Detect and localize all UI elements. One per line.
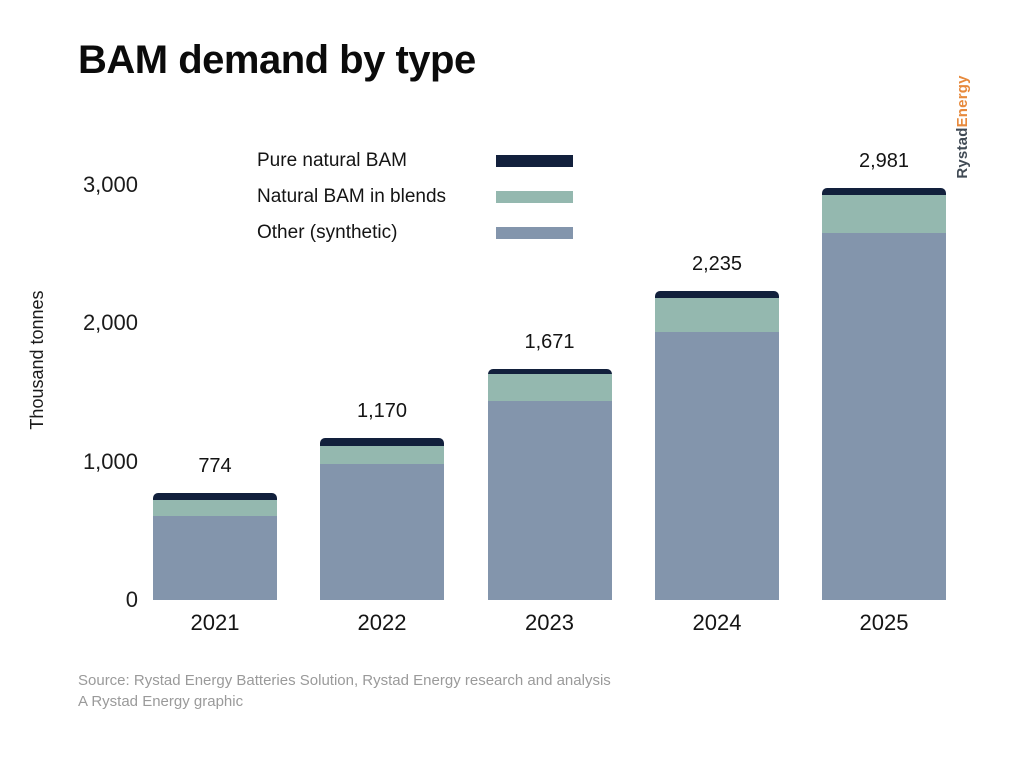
- y-axis-label: Thousand tonnes: [27, 290, 47, 430]
- bar-segment-natural-bam-in-blends: [655, 297, 779, 333]
- bar-segment-other-synthetic: [153, 515, 277, 600]
- bar-2024: [655, 290, 779, 600]
- bar-2022: [320, 438, 444, 600]
- bar-segment-other-synthetic: [822, 232, 946, 600]
- bar-2025: [822, 187, 946, 600]
- bar-total-label: 2,981: [858, 149, 910, 172]
- legend-item: Pure natural BAM: [257, 143, 573, 179]
- bar-total-label: 2,235: [691, 252, 743, 275]
- x-tick-label: 2021: [190, 610, 240, 635]
- y-tick-label: 1,000: [82, 448, 138, 474]
- y-tick-label: 3,000: [82, 172, 138, 197]
- legend-label: Natural BAM in blends: [257, 186, 447, 207]
- x-tick-label: 2024: [692, 610, 742, 635]
- logo-rystad-text: Rystad: [954, 127, 971, 179]
- bar-total-label: 774: [198, 454, 232, 477]
- bar-segment-other-synthetic: [655, 332, 779, 600]
- x-tick-label: 2022: [357, 610, 407, 635]
- bar-segment-natural-bam-in-blends: [822, 194, 946, 233]
- x-tick-label: 2025: [859, 610, 909, 635]
- bar-segment-pure-natural-bam: [487, 368, 612, 375]
- bar-segment-pure-natural-bam: [153, 492, 277, 500]
- bar-segment-other-synthetic: [487, 401, 612, 600]
- legend-swatch: [496, 227, 573, 239]
- bar-2021: [153, 492, 277, 600]
- bar-segment-natural-bam-in-blends: [320, 445, 444, 465]
- legend-swatch: [496, 155, 573, 167]
- bar-segment-natural-bam-in-blends: [487, 374, 612, 402]
- y-tick-label: 0: [125, 587, 138, 612]
- legend-item: Natural BAM in blends: [257, 179, 573, 215]
- bar-segment-pure-natural-bam: [822, 187, 946, 195]
- bar-segment-other-synthetic: [320, 464, 444, 600]
- logo-energy-text: Energy: [954, 75, 971, 128]
- bar-segment-pure-natural-bam: [320, 438, 444, 446]
- legend-swatch: [496, 191, 573, 203]
- rystad-energy-logo: RystadEnergy: [954, 71, 972, 183]
- credit-text: A Rystad Energy graphic: [78, 693, 244, 710]
- y-tick-label: 2,000: [82, 310, 138, 336]
- source-text: Source: Rystad Energy Batteries Solution…: [78, 672, 611, 689]
- x-tick-label: 2023: [525, 610, 574, 635]
- bar-segment-pure-natural-bam: [655, 290, 779, 298]
- bar-segment-natural-bam-in-blends: [153, 499, 277, 516]
- legend: Pure natural BAM Natural BAM in blends Oth…: [257, 143, 573, 251]
- chart-title: BAM demand by type: [78, 38, 476, 82]
- source-block: Source: Rystad Energy Batteries Solution…: [78, 670, 611, 712]
- legend-label: Other (synthetic): [257, 222, 398, 243]
- legend-label: Pure natural BAM: [257, 150, 407, 171]
- bar-total-label: 1,170: [356, 400, 408, 423]
- bar-total-label: 1,671: [524, 330, 575, 353]
- bar-2023: [487, 368, 612, 600]
- legend-item: Other (synthetic): [257, 215, 573, 251]
